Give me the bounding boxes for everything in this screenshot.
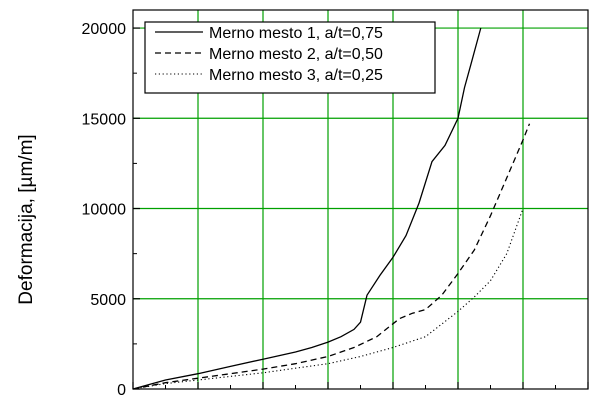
series-line-3 (132, 208, 524, 390)
legend: Merno mesto 1, a/t=0,75 Merno mesto 2, a/… (144, 21, 436, 94)
y-tick-label: 5000 (90, 292, 126, 309)
series-line-1 (132, 27, 482, 390)
series-lines (132, 27, 531, 390)
y-tick-label: 0 (117, 382, 126, 399)
y-tick-label: 15000 (82, 111, 127, 128)
y-tick-label: 10000 (82, 202, 127, 219)
ticks: 0 5000 10000 15000 20000 (82, 21, 589, 399)
y-axis-title: Deformacija, [µm/m] (16, 134, 37, 304)
y-tick-label: 20000 (82, 21, 127, 38)
legend-label-1: Merno mesto 1, a/t=0,75 (209, 25, 383, 42)
legend-label-2: Merno mesto 2, a/t=0,50 (209, 46, 383, 63)
series-line-2 (132, 123, 531, 390)
legend-label-3: Merno mesto 3, a/t=0,25 (209, 67, 383, 84)
legend-box (144, 21, 436, 94)
